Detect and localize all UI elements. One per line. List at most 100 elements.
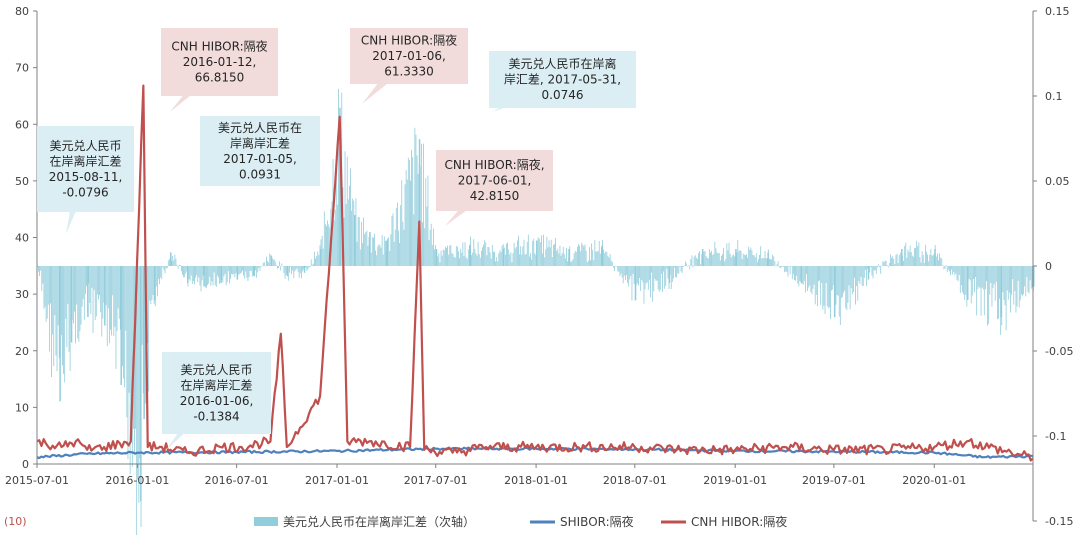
spread-bar — [994, 266, 996, 301]
spread-bar — [238, 266, 240, 275]
spread-bar — [473, 239, 475, 266]
spread-bar — [124, 266, 126, 388]
spread-bar — [487, 247, 489, 266]
spread-bar — [366, 230, 368, 266]
spread-bar — [239, 266, 241, 274]
spread-bar — [118, 266, 120, 319]
spread-bar — [737, 239, 739, 266]
spread-bar — [585, 250, 587, 266]
spread-bar-anchor — [320, 249, 322, 266]
spread-bar — [464, 242, 466, 266]
spread-bar — [1010, 266, 1011, 313]
spread-bar — [490, 258, 492, 266]
spread-bar — [188, 266, 190, 280]
spread-bar — [433, 228, 434, 266]
legend-label-cnh-hibor: CNH HIBOR:隔夜 — [691, 514, 787, 529]
spread-bar-anchor — [536, 240, 538, 266]
spread-bar-anchor — [303, 266, 306, 273]
spread-bar — [122, 266, 123, 367]
spread-bar — [949, 266, 950, 272]
spread-bar — [952, 266, 954, 275]
spread-bar — [164, 266, 166, 274]
spread-bar — [385, 240, 386, 266]
spread-bar — [574, 250, 576, 266]
spread-bar — [722, 254, 723, 266]
spread-bar — [376, 255, 378, 266]
spread-bar — [981, 266, 983, 288]
spread-bar — [615, 265, 616, 267]
spread-bar — [334, 209, 336, 266]
spread-bar — [703, 251, 705, 266]
spread-bar — [361, 221, 362, 266]
spread-bar — [786, 266, 788, 272]
spread-bar — [214, 266, 216, 286]
callout-text: -0.1384 — [193, 409, 239, 423]
spread-bar — [1006, 266, 1008, 291]
spread-bar — [275, 265, 277, 266]
spread-bar — [542, 253, 543, 266]
spread-bar — [281, 263, 283, 266]
spread-bar — [997, 266, 998, 320]
spread-bar — [848, 266, 850, 286]
spread-bar — [940, 257, 942, 266]
spread-bar — [296, 266, 298, 269]
spread-bar — [390, 234, 392, 266]
spread-bar — [255, 266, 256, 271]
spread-bar — [268, 262, 270, 266]
spread-bar — [54, 266, 56, 316]
spread-bar — [498, 253, 500, 266]
spread-bar — [915, 247, 916, 266]
spread-bar — [101, 266, 103, 337]
spread-bar — [99, 266, 100, 296]
spread-bar — [796, 266, 798, 276]
spread-bar-anchor — [253, 266, 256, 277]
spread-bar — [110, 266, 111, 330]
callout-box — [37, 126, 134, 212]
spread-bar — [373, 237, 374, 266]
spread-bar-anchor — [634, 266, 637, 300]
spread-bar — [394, 229, 396, 266]
spread-bar — [234, 266, 236, 278]
spread-bar — [859, 266, 861, 284]
spread-bar — [664, 266, 666, 289]
spread-bar — [657, 266, 659, 290]
spread-bar — [113, 266, 115, 337]
spread-bar — [90, 266, 92, 315]
spread-bar-anchor — [353, 215, 356, 266]
spread-bar — [466, 258, 468, 266]
spread-bar — [964, 266, 966, 300]
spread-bar — [351, 210, 352, 266]
spread-bar — [932, 255, 934, 266]
spread-bar — [346, 156, 348, 266]
spread-bar — [125, 266, 127, 331]
spread-bar — [946, 266, 948, 273]
spread-bar — [401, 180, 403, 266]
spread-bar — [1028, 266, 1030, 294]
spread-bar — [160, 266, 162, 278]
spread-bar — [559, 245, 561, 266]
spread-bar — [163, 266, 165, 271]
y-left-tick-label: 30 — [15, 288, 29, 301]
spread-bar — [810, 266, 812, 292]
spread-bar — [686, 263, 687, 266]
spread-bar — [474, 248, 476, 266]
spread-bar — [69, 266, 71, 372]
spread-bar — [754, 257, 756, 266]
spread-bar-anchor — [286, 266, 289, 277]
spread-bar — [222, 266, 224, 283]
spread-bar — [808, 266, 810, 288]
spread-bar — [256, 266, 258, 278]
spread-bar-anchor — [967, 266, 969, 300]
spread-bar — [367, 245, 369, 266]
spread-bar — [483, 244, 484, 266]
spread-bar — [53, 266, 55, 367]
spread-bar — [471, 255, 472, 266]
spread-bar — [313, 263, 314, 266]
spread-bar — [963, 266, 964, 295]
spread-bar — [713, 253, 715, 266]
spread-bar — [620, 266, 622, 274]
callout-text: 美元兑人民币 — [49, 139, 121, 153]
spread-bar — [1013, 266, 1015, 305]
spread-bar — [149, 266, 151, 301]
